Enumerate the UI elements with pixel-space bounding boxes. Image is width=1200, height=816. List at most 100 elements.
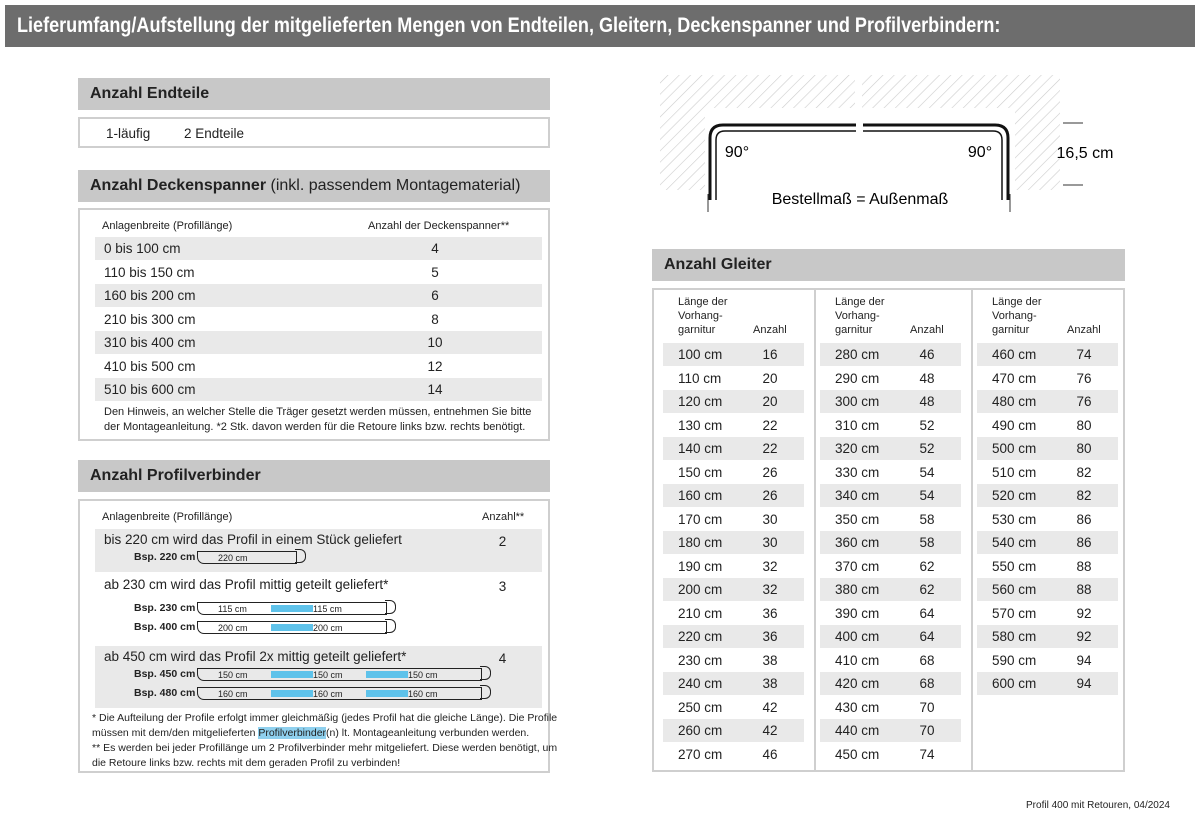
end-hook: [480, 685, 491, 699]
caption: Bestellmaß = Außenmaß: [772, 191, 949, 208]
cell: 10: [427, 335, 443, 350]
row-shade: [977, 343, 1118, 366]
cell: 52: [919, 417, 935, 433]
cell: 510 bis 600 cm: [104, 382, 196, 397]
cell: 76: [1076, 370, 1092, 386]
connector: [271, 671, 313, 678]
row-shade: [95, 378, 542, 401]
cell: 86: [1076, 511, 1092, 527]
row-shade: [820, 672, 961, 695]
end-hook: [385, 600, 396, 614]
connector: [271, 690, 313, 697]
note-highlight: Profilverbinder: [258, 727, 327, 739]
cell: 250 cm: [678, 699, 723, 715]
count: 2: [498, 534, 507, 549]
page-title: Lieferumfang/Aufstellung der mitgeliefer…: [17, 14, 1001, 37]
cell: 46: [919, 347, 935, 362]
cell: 440 cm: [835, 723, 880, 738]
note-text: müssen mit dem/den mitgelieferten: [92, 727, 259, 739]
row-shade: [977, 578, 1118, 601]
row-shade: [663, 719, 804, 742]
section-header: Anzahl Endteile: [78, 78, 550, 110]
cell: 140 cm: [678, 441, 723, 456]
cell: 170 cm: [678, 511, 723, 527]
cell: 370 cm: [835, 558, 880, 574]
cell: 8: [431, 311, 439, 327]
group-text: bis 220 cm wird das Profil in einem Stüc…: [104, 532, 402, 547]
profile-bar: 220 cm: [197, 551, 297, 564]
cell: 62: [919, 558, 935, 574]
note-text: * Die Aufteilung der Profile erfolgt imm…: [92, 712, 558, 724]
example-label: Bsp. 480 cm: [134, 687, 196, 699]
note: Den Hinweis, an welcher Stelle die Träge…: [104, 406, 532, 418]
segment-label: 160 cm: [218, 689, 248, 699]
cell: 22: [762, 441, 778, 456]
note: ** Es werden bei jeder Profillänge um 2 …: [92, 742, 557, 754]
note-text: ** Es werden bei jeder Profillänge um 2 …: [92, 742, 558, 754]
cell: 230 cm: [678, 652, 723, 668]
connector: [366, 690, 408, 697]
group-text: ab 230 cm wird das Profil mittig geteilt…: [104, 577, 389, 592]
profile-bar: 115 cm 115 cm: [197, 602, 387, 615]
footer: Profil 400 mit Retouren, 04/2024: [1026, 800, 1170, 811]
cell: 160 cm: [678, 488, 723, 503]
rail-inner: [715, 130, 1003, 200]
cell: 100 cm: [678, 347, 723, 362]
cell: 38: [762, 652, 778, 668]
cell: 54: [919, 464, 935, 480]
row-shade: [820, 390, 961, 413]
cell: 210 bis 300 cm: [104, 311, 196, 327]
cell: 580 cm: [992, 629, 1037, 644]
section-header: Anzahl Profilverbinder: [78, 460, 550, 492]
cell: 120 cm: [678, 394, 723, 409]
cell: 150 cm: [678, 464, 723, 480]
cell: 76: [1076, 394, 1092, 409]
cell: 420 cm: [835, 676, 880, 691]
cell: 42: [762, 723, 778, 738]
cell: 1-läufig: [106, 126, 151, 141]
cell: 110 cm: [678, 370, 722, 386]
row-shade: [663, 578, 804, 601]
col-header: Vorhang-: [992, 310, 1037, 322]
connector: [271, 605, 313, 612]
row-shade: [663, 343, 804, 366]
row-shade: [663, 437, 804, 460]
cell: 46: [762, 746, 778, 762]
count: 3: [498, 579, 507, 594]
cell: 270 cm: [678, 746, 723, 762]
segment-label: 200 cm: [313, 623, 343, 633]
cell: 70: [919, 699, 935, 715]
col-header: Anzahl: [1067, 324, 1101, 336]
cell: 380 cm: [835, 582, 880, 597]
cell: 310 bis 400 cm: [104, 335, 196, 350]
profile-bar: 160 cm 160 cm 160 cm: [197, 687, 482, 700]
example-label: Bsp. 450 cm: [134, 668, 196, 680]
count: 4: [498, 651, 507, 666]
cell: 0 bis 100 cm: [104, 241, 181, 256]
cell: 450 cm: [835, 746, 880, 762]
gleiter-box: Länge der Vorhang-garnitur Anzahl 100 cm 16 1…: [652, 288, 1125, 772]
cell: 30: [762, 535, 778, 550]
cell: 64: [919, 605, 935, 621]
cell: 590 cm: [992, 652, 1037, 668]
row-shade: [663, 531, 804, 554]
note: * Die Aufteilung der Profile erfolgt imm…: [92, 712, 557, 724]
cell: 180 cm: [678, 535, 723, 550]
cell: 130 cm: [678, 417, 723, 433]
cell: 88: [1076, 558, 1092, 574]
cell: 200 cm: [678, 582, 723, 597]
cell: 6: [431, 288, 439, 303]
connector: [366, 671, 408, 678]
note-text: (n) lt. Montageanleitung verbunden werde…: [326, 727, 530, 739]
segment-label: 220 cm: [218, 553, 248, 563]
column-divider: [814, 290, 816, 770]
note: der Montageanleitung. *2 Stk. davon werd…: [104, 421, 526, 433]
cell: 520 cm: [992, 488, 1037, 503]
cell: 210 cm: [678, 605, 723, 621]
cell: 42: [762, 699, 778, 715]
cell: 510 cm: [992, 464, 1037, 480]
cell: 2 Endteile: [184, 126, 245, 141]
cell: 80: [1076, 441, 1092, 456]
profilverbinder-box: Anlagenbreite (Profillänge) Anzahl** bis 2…: [78, 499, 557, 773]
col-header: garnitur: [678, 324, 716, 336]
